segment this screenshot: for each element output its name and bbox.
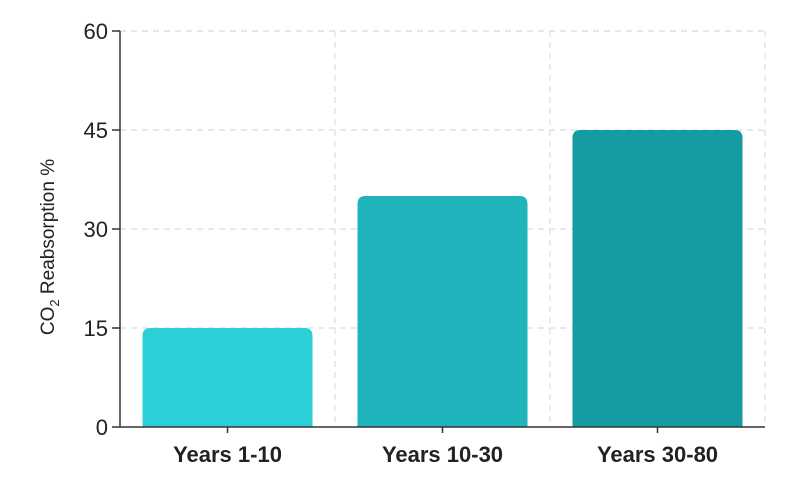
x-tick-label: Years 1-10	[173, 442, 282, 467]
y-tick-labels: 0 15 30 45 60	[84, 19, 120, 440]
y-axis-title-subscript: 2	[47, 299, 62, 306]
y-axis-title-rest: Reabsorption %	[38, 159, 59, 300]
bar-1	[142, 328, 313, 427]
bar-3	[572, 130, 743, 427]
y-axis-title: CO2 Reabsorption %	[38, 159, 62, 335]
x-tick-labels: Years 1-10 Years 10-30 Years 30-80	[173, 427, 718, 467]
y-tick-label: 0	[96, 415, 108, 440]
y-tick-label: 60	[84, 19, 108, 44]
y-tick-label: 45	[84, 118, 108, 143]
x-tick-label: Years 30-80	[597, 442, 718, 467]
bar-2	[357, 196, 528, 427]
x-tick-label: Years 10-30	[382, 442, 503, 467]
y-axis-title-main: CO	[38, 307, 59, 336]
y-tick-label: 15	[84, 316, 108, 341]
y-tick-label: 30	[84, 217, 108, 242]
bars	[142, 130, 743, 427]
